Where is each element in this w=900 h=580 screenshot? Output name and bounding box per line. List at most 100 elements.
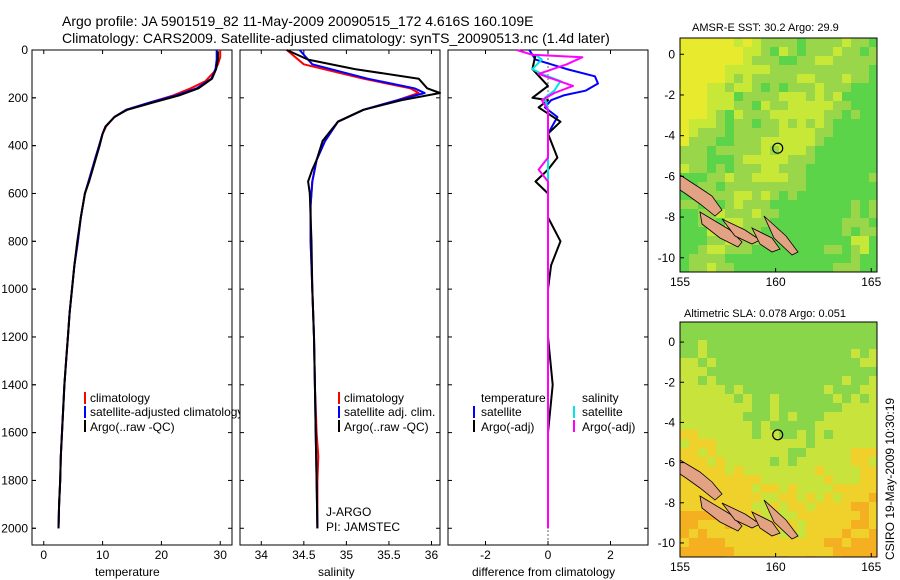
heatmap-cell [833, 218, 843, 228]
heatmap-cell [716, 340, 726, 350]
heatmap-cell [779, 164, 789, 174]
heatmap-cell [680, 47, 690, 57]
heatmap-cell [770, 421, 780, 431]
heatmap-cell [725, 155, 735, 165]
heatmap-cell [869, 227, 877, 237]
heatmap-cell [680, 394, 690, 404]
heatmap-cell [707, 38, 717, 48]
heatmap-cell [761, 173, 771, 183]
heatmap-cell [797, 331, 807, 341]
heatmap-cell [842, 200, 852, 210]
heatmap-cell [680, 245, 690, 255]
heatmap-cell [770, 394, 780, 404]
heatmap-cell [797, 209, 807, 219]
heatmap-cell [851, 83, 861, 93]
heatmap-cell [797, 457, 807, 467]
legend-temp-argo: Argo(-adj) [481, 420, 534, 434]
heatmap-cell [851, 227, 861, 237]
heatmap-cell [851, 65, 861, 75]
heatmap-cell [716, 547, 726, 557]
heatmap-cell [698, 245, 708, 255]
heatmap-cell [779, 155, 789, 165]
heatmap-cell [689, 439, 699, 449]
heatmap-cell [734, 502, 744, 512]
heatmap-cell [824, 385, 834, 395]
heatmap-cell [797, 56, 807, 66]
y-tick-label: 1800 [1, 473, 28, 487]
heatmap-cell [770, 74, 780, 84]
heatmap-cell [779, 358, 789, 368]
heatmap-cell [824, 56, 834, 66]
heatmap-cell [842, 475, 852, 485]
heatmap-cell [680, 349, 690, 359]
heatmap-cell [824, 331, 834, 341]
heatmap-cell [743, 502, 753, 512]
map-y-tick-label: -8 [664, 210, 675, 224]
heatmap-cell [689, 547, 699, 557]
heatmap-cell [869, 439, 877, 449]
heatmap-cell [761, 493, 771, 503]
heatmap-cell [815, 520, 825, 530]
heatmap-cell [734, 110, 744, 120]
heatmap-cell [824, 74, 834, 84]
heatmap-cell [869, 200, 877, 210]
map-x-tick-label: 165 [861, 275, 881, 289]
heatmap-cell [680, 511, 690, 521]
heatmap-cell [851, 484, 861, 494]
heatmap-cell [815, 137, 825, 147]
heatmap-cell [716, 322, 726, 332]
heatmap-cell [824, 538, 834, 548]
heatmap-cell [851, 128, 861, 138]
heatmap-cell [689, 119, 699, 129]
heatmap-cell [770, 200, 780, 210]
heatmap-cell [869, 367, 877, 377]
x-tick-label: 0 [545, 548, 552, 562]
heatmap-cell [842, 529, 852, 539]
heatmap-cell [833, 200, 843, 210]
heatmap-cell [797, 236, 807, 246]
heatmap-cell [707, 331, 717, 341]
heatmap-cell [860, 331, 870, 341]
map-y-tick-label: -10 [658, 251, 676, 265]
heatmap-cell [806, 56, 816, 66]
heatmap-cell [734, 200, 744, 210]
heatmap-cell [761, 146, 771, 156]
heatmap-cell [860, 484, 870, 494]
heatmap-cell [770, 209, 780, 219]
sla-argo-position-marker [772, 429, 784, 441]
legend-climatology-sal: climatology [344, 391, 404, 405]
heatmap-cell [707, 137, 717, 147]
heatmap-cell [797, 38, 807, 48]
heatmap-cell [842, 376, 852, 386]
heatmap-cell [869, 128, 877, 138]
heatmap-cell [842, 331, 852, 341]
heatmap-cell [869, 92, 877, 102]
heatmap-cell [815, 47, 825, 57]
heatmap-cell [779, 349, 789, 359]
heatmap-cell [788, 137, 798, 147]
heatmap-cell [761, 56, 771, 66]
heatmap-cell [734, 403, 744, 413]
heatmap-cell [824, 493, 834, 503]
heatmap-cell [806, 421, 816, 431]
heatmap-cell [752, 137, 762, 147]
heatmap-cell [734, 340, 744, 350]
heatmap-cell [743, 385, 753, 395]
map-y-tick-label: -8 [664, 496, 675, 510]
heatmap-cell [725, 331, 735, 341]
heatmap-cell [869, 421, 877, 431]
heatmap-cell [869, 155, 877, 165]
heatmap-cell [725, 412, 735, 422]
heatmap-cell [869, 538, 877, 548]
heatmap-cell [788, 128, 798, 138]
heatmap-cell [770, 83, 780, 93]
heatmap-cell [860, 376, 870, 386]
heatmap-cell [788, 65, 798, 75]
heatmap-cell [761, 367, 771, 377]
heatmap-cell [779, 182, 789, 192]
heatmap-cell [752, 484, 762, 494]
heatmap-cell [752, 502, 762, 512]
heatmap-cell [707, 412, 717, 422]
heatmap-cell [824, 119, 834, 129]
heatmap-cell [851, 466, 861, 476]
